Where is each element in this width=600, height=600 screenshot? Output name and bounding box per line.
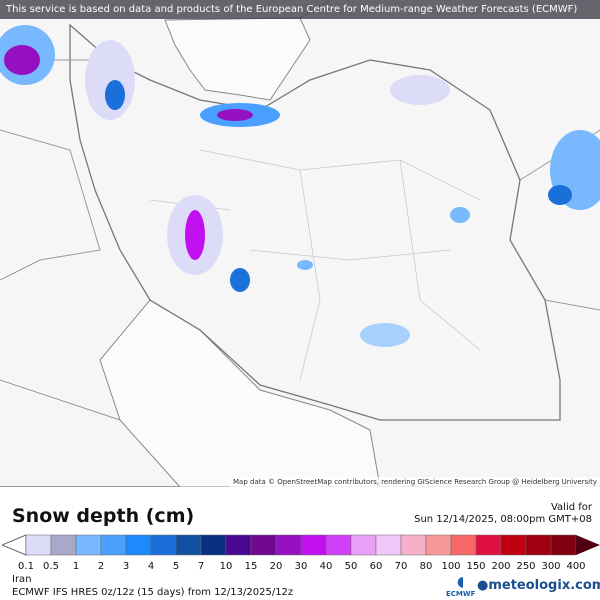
legend-tick-label: 150 xyxy=(466,561,486,572)
ecmwf-logo: ◖ ECMWF xyxy=(446,574,475,598)
legend-tick-label: 0.5 xyxy=(43,561,59,572)
persian-gulf xyxy=(99,299,381,487)
legend-swatch xyxy=(225,534,252,556)
legend-tick-label: 300 xyxy=(541,561,561,572)
legend-swatch xyxy=(325,534,352,556)
brand-text: meteologix.com xyxy=(488,578,600,593)
legend-swatch xyxy=(375,534,402,556)
legend-tick-label: 1 xyxy=(72,561,80,572)
legend-swatch xyxy=(250,534,277,556)
legend-tick-label: 70 xyxy=(394,561,408,572)
legend-swatch xyxy=(300,534,327,556)
legend-tick-label: 80 xyxy=(419,561,433,572)
legend-swatch xyxy=(500,534,527,556)
ecmwf-notice: This service is based on data and produc… xyxy=(0,0,600,19)
legend-swatch xyxy=(100,534,127,556)
legend-tick-label: 0.1 xyxy=(18,561,34,572)
legend-swatch xyxy=(25,534,52,556)
legend-tick-label: 10 xyxy=(219,561,233,572)
legend-tick-label: 3 xyxy=(122,561,130,572)
legend-swatch xyxy=(175,534,202,556)
valid-time: Sun 12/14/2025, 08:00pm GMT+08 xyxy=(414,514,592,525)
legend-swatch xyxy=(75,534,102,556)
ecmwf-logo-text: ECMWF xyxy=(446,590,476,598)
chart-title: Snow depth (cm) xyxy=(12,505,195,527)
legend-swatch xyxy=(150,534,177,556)
color-legend xyxy=(2,534,600,556)
legend-swatch xyxy=(400,534,427,556)
legend-swatch xyxy=(200,534,227,556)
caspian-sea xyxy=(164,17,311,101)
legend-swatch xyxy=(125,534,152,556)
legend-tick-label: 50 xyxy=(344,561,358,572)
legend-swatch xyxy=(350,534,377,556)
legend-swatch xyxy=(550,534,577,556)
legend-tick-label: 15 xyxy=(244,561,258,572)
snow-areas xyxy=(0,25,600,347)
legend-tick-label: 200 xyxy=(491,561,511,572)
legend-tick-label: 250 xyxy=(516,561,536,572)
legend-swatch xyxy=(50,534,77,556)
valid-label: Valid for xyxy=(550,502,592,513)
model-info: ECMWF IFS HRES 0z/12z (15 days) from 12/… xyxy=(12,587,294,598)
meteologix-logo[interactable]: ●meteologix.com xyxy=(477,578,600,593)
legend-ticks: 0.1 0.5 1 2 3 4 5 7 10 15 20 30 40 50 60 70 80 100 150 200 2… xyxy=(0,561,600,575)
legend-swatch xyxy=(525,534,552,556)
ecmwf-logo-icon: ◖ xyxy=(457,574,465,590)
legend-swatch xyxy=(450,534,477,556)
legend-tick-label: 2 xyxy=(97,561,105,572)
legend-tick-label: 30 xyxy=(294,561,308,572)
legend-under-arrow xyxy=(2,534,27,556)
legend-over-arrow xyxy=(576,535,600,555)
legend-swatch xyxy=(475,534,502,556)
meteologix-drop-icon: ● xyxy=(477,578,489,593)
legend-tick-label: 20 xyxy=(269,561,283,572)
legend-swatch xyxy=(275,534,302,556)
legend-tick-label: 5 xyxy=(172,561,180,572)
legend-tick-label: 60 xyxy=(369,561,383,572)
region-name: Iran xyxy=(12,574,32,585)
legend-tick-label: 4 xyxy=(147,561,155,572)
legend-tick-label: 100 xyxy=(441,561,461,572)
map-attribution[interactable]: Map data © OpenStreetMap contributors, r… xyxy=(230,477,600,487)
legend-tick-label: 7 xyxy=(197,561,205,572)
legend-tick-label: 400 xyxy=(566,561,586,572)
snow-depth-map[interactable]: This service is based on data and produc… xyxy=(0,0,600,487)
map-canvas xyxy=(0,0,600,487)
legend-swatch xyxy=(425,534,452,556)
legend-tick-label: 40 xyxy=(319,561,333,572)
